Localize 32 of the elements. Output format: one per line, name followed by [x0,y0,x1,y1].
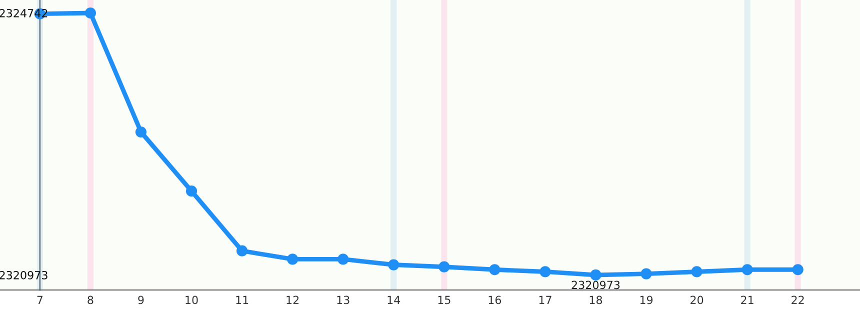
x-tick-label: 10 [186,296,198,304]
x-tick-label: 14 [388,296,400,304]
point [489,264,500,276]
point [186,186,198,197]
x-tick-label: 8 [88,296,94,304]
x-tick-label: 11 [236,296,248,304]
point [338,254,349,265]
x-tick-label: 12 [286,296,299,304]
x-tick-label: 7 [37,296,43,304]
x-tick-label: 15 [438,296,450,304]
data-label: 2320973 [572,280,620,290]
point [236,245,248,256]
x-tick-label: 21 [741,296,754,304]
point [135,126,147,138]
point [640,268,652,280]
x-tick-label: 20 [690,296,704,304]
point [287,254,298,265]
x-tick-label: 16 [488,296,502,304]
x-tick-label: 22 [792,296,804,304]
point [742,264,753,276]
point [84,7,96,19]
point [388,259,400,270]
x-tick-label: 13 [337,296,350,304]
point [792,264,804,276]
x-tick-label: 18 [590,296,602,304]
point [590,269,602,281]
point [691,266,702,278]
point [540,266,551,278]
x-tick-label: 19 [640,296,653,304]
point [438,261,450,272]
x-tick-label: 9 [138,296,144,304]
x-tick-label: 17 [539,296,552,304]
